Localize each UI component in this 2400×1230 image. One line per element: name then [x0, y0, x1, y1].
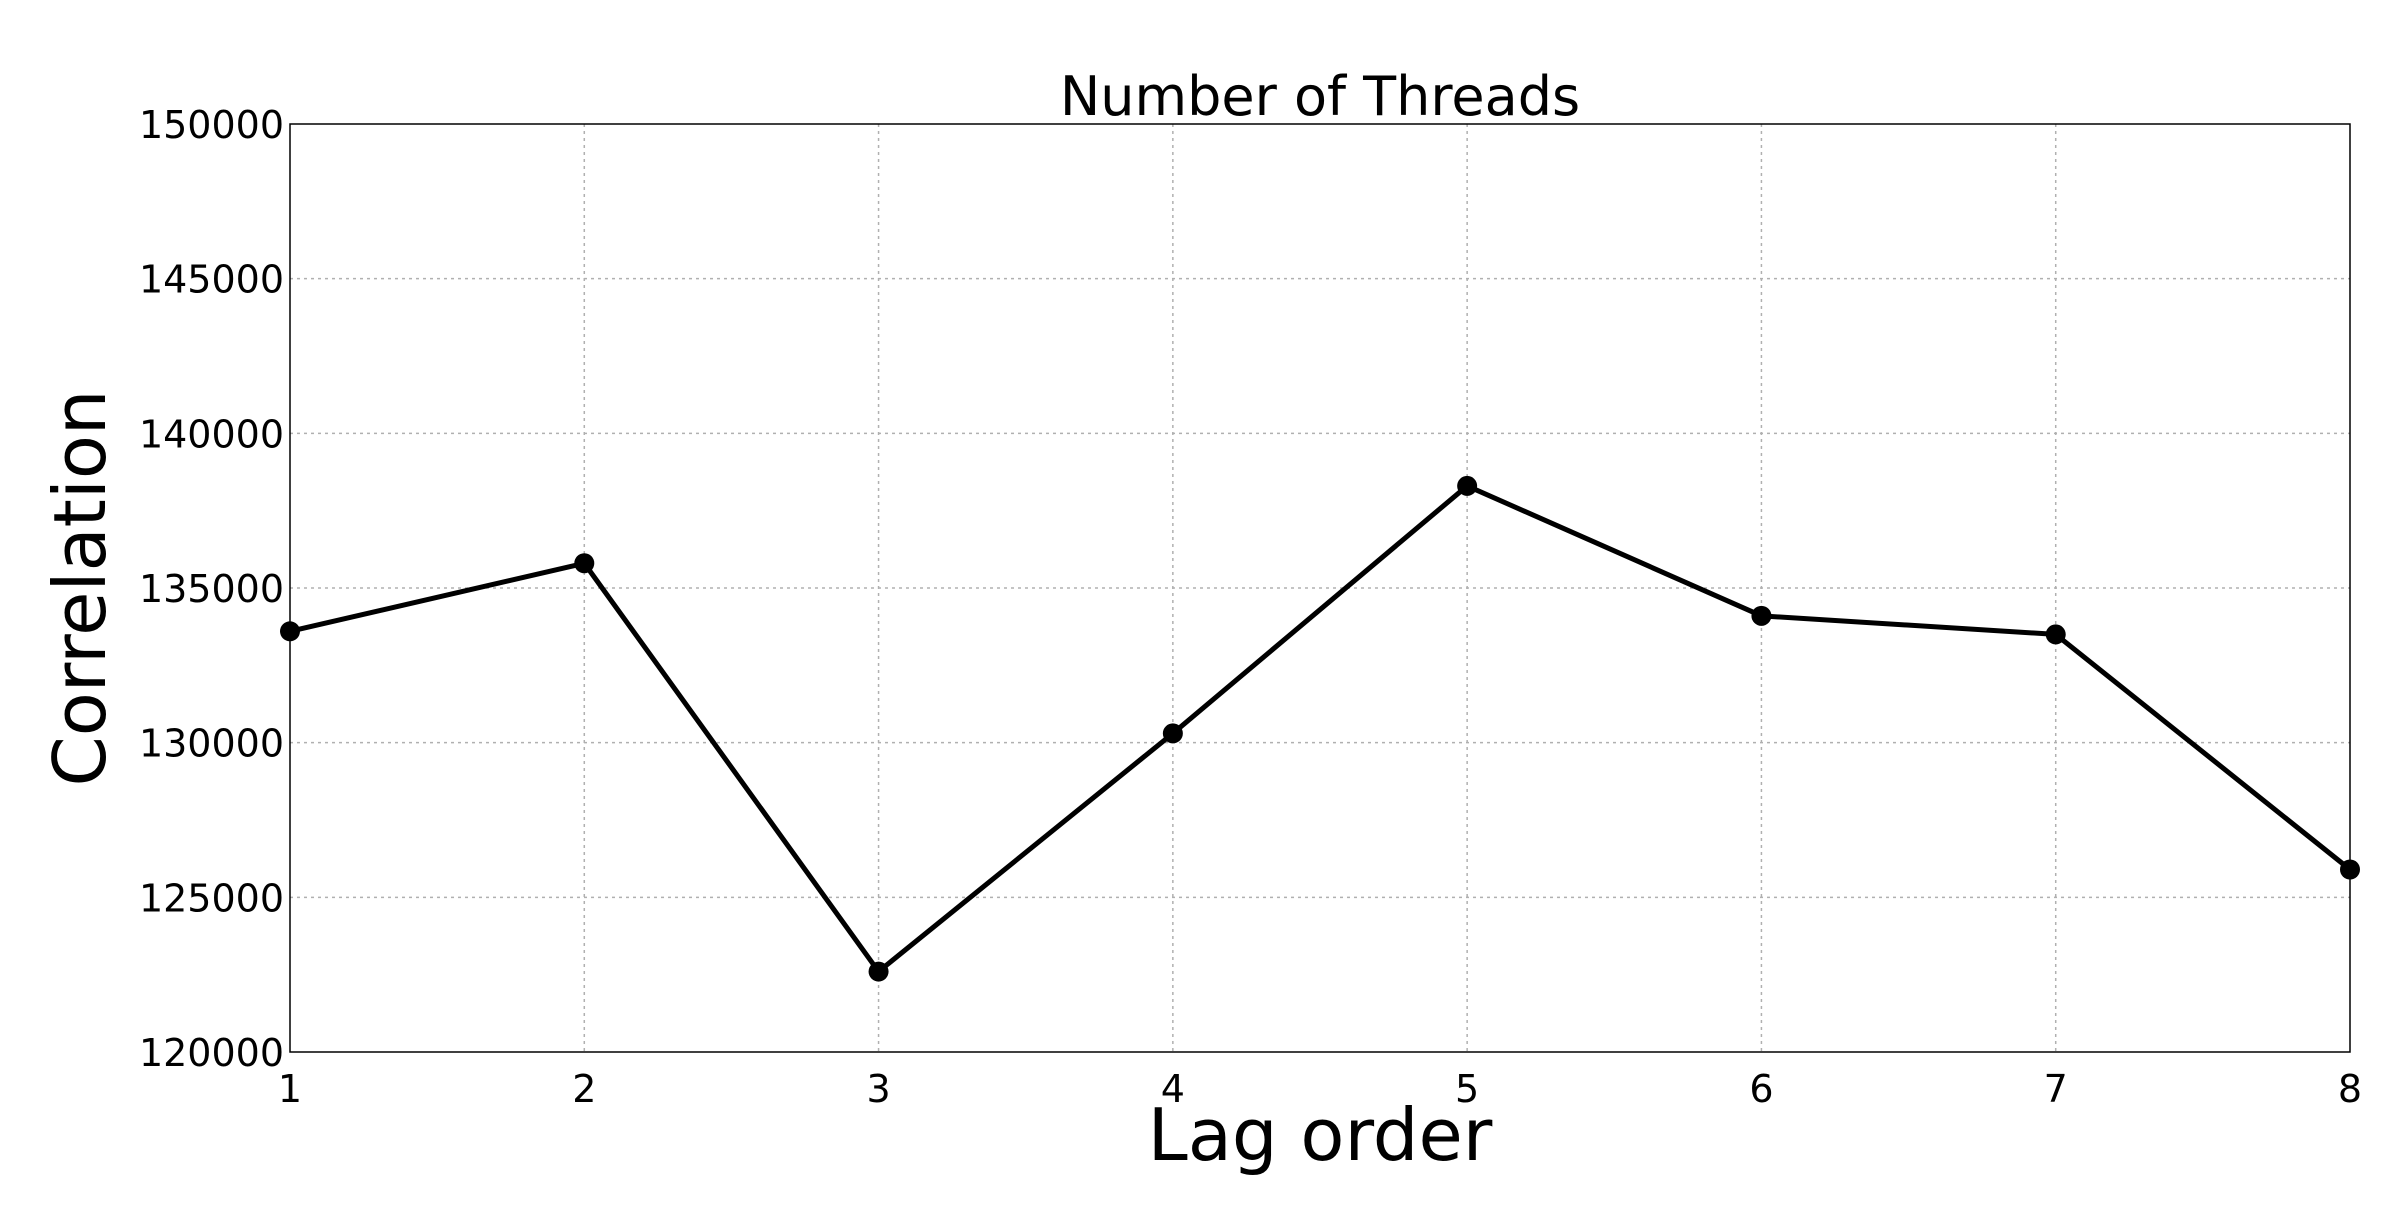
x-tick-labels: 1 2 3 4 5 6 7 8: [278, 1067, 2362, 1111]
x-tick-label: 1: [278, 1067, 302, 1111]
data-point: [2045, 624, 2066, 645]
series-line-0: [289, 483, 2352, 975]
series-layer: [280, 475, 2360, 982]
x-tick-label: 2: [572, 1067, 596, 1111]
x-tick-label: 5: [1455, 1067, 1479, 1111]
x-tick-label: 4: [1161, 1067, 1185, 1111]
y-axis-title: Correlation: [38, 389, 122, 786]
y-tick-label: 120000: [139, 1031, 284, 1075]
y-tick-label: 150000: [139, 103, 284, 147]
y-tick-label: 125000: [139, 876, 284, 920]
data-point: [2340, 859, 2360, 880]
y-tick-label: 140000: [139, 412, 284, 456]
data-point: [868, 961, 889, 982]
y-tick-label: 145000: [139, 258, 284, 302]
grid: [290, 124, 2350, 1052]
plot-frame: [289, 123, 2351, 1053]
y-tick-label: 135000: [139, 567, 284, 611]
x-tick-label: 8: [2338, 1067, 2362, 1111]
x-tick-label: 6: [1749, 1067, 1773, 1111]
x-tick-label: 3: [866, 1067, 890, 1111]
data-point: [1751, 605, 1772, 626]
data-point: [574, 553, 595, 574]
x-tick-label: 7: [2044, 1067, 2068, 1111]
x-axis-title: Lag order: [1148, 1093, 1493, 1177]
data-point: [280, 621, 300, 642]
y-tick-label: 130000: [139, 722, 284, 766]
y-tick-labels: 120000 125000 130000 135000 140000 145000 1500…: [139, 103, 284, 1075]
data-point: [1162, 723, 1183, 744]
data-point: [1457, 475, 1478, 496]
chart-title: Number of Threads: [1060, 65, 1580, 128]
